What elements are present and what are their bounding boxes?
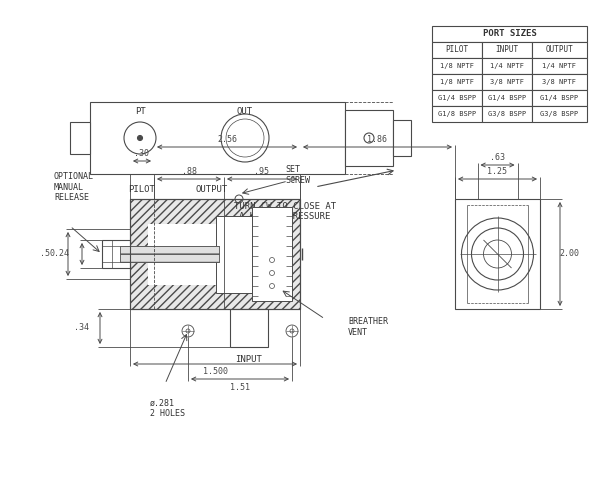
Bar: [482, 74, 532, 90]
Circle shape: [137, 135, 143, 140]
Bar: [455, 199, 540, 309]
Text: PT: PT: [134, 108, 145, 117]
Text: .88: .88: [182, 167, 197, 176]
Bar: [432, 106, 482, 122]
Text: BREATHER
VENT: BREATHER VENT: [348, 317, 388, 337]
Text: ø.281
2 HOLES: ø.281 2 HOLES: [150, 399, 185, 418]
Text: TURN CW TO CLOSE AT
A HIGHER PRESSURE: TURN CW TO CLOSE AT A HIGHER PRESSURE: [234, 202, 336, 221]
Text: PILOT: PILOT: [445, 45, 469, 54]
Bar: [130, 199, 300, 309]
Bar: [230, 309, 268, 347]
Bar: [432, 90, 482, 106]
Text: .63: .63: [490, 154, 505, 163]
Text: 1.51: 1.51: [230, 382, 250, 392]
Text: 3/8 NPTF: 3/8 NPTF: [542, 79, 577, 85]
Text: G3/8 BSPP: G3/8 BSPP: [541, 111, 578, 117]
Text: INPUT: INPUT: [496, 45, 518, 54]
Text: OUTPUT: OUTPUT: [196, 184, 228, 194]
Text: 2.56: 2.56: [217, 135, 237, 145]
Bar: [432, 42, 482, 58]
Bar: [532, 58, 587, 74]
Text: .30: .30: [134, 150, 149, 159]
Bar: [393, 120, 411, 156]
Text: G1/4 BSPP: G1/4 BSPP: [488, 95, 526, 101]
Text: G1/4 BSPP: G1/4 BSPP: [438, 95, 476, 101]
Text: PORT SIZES: PORT SIZES: [482, 30, 536, 39]
Bar: [482, 58, 532, 74]
Bar: [482, 90, 532, 106]
Text: 3/8 NPTF: 3/8 NPTF: [490, 79, 524, 85]
Bar: [432, 74, 482, 90]
Bar: [252, 207, 292, 301]
Text: G1/4 BSPP: G1/4 BSPP: [541, 95, 578, 101]
Text: INPUT: INPUT: [236, 355, 262, 364]
Bar: [432, 26, 587, 42]
Bar: [482, 106, 532, 122]
Bar: [532, 42, 587, 58]
Bar: [482, 42, 532, 58]
Text: OUTPUT: OUTPUT: [545, 45, 574, 54]
Text: 1/8 NPTF: 1/8 NPTF: [440, 63, 474, 69]
Bar: [70, 122, 90, 154]
Bar: [532, 90, 587, 106]
Text: OPTIONAL
MANUAL
RELEASE: OPTIONAL MANUAL RELEASE: [54, 172, 94, 202]
Bar: [532, 74, 587, 90]
Text: PILOT: PILOT: [128, 184, 155, 194]
Bar: [90, 102, 345, 174]
Text: .50: .50: [41, 249, 56, 258]
Text: G1/8 BSPP: G1/8 BSPP: [438, 111, 476, 117]
Text: SET
SCREW: SET SCREW: [285, 165, 310, 185]
Text: 1.500: 1.500: [203, 368, 227, 376]
Bar: [120, 246, 219, 262]
Text: .34: .34: [74, 324, 89, 332]
Bar: [216, 216, 259, 293]
Bar: [102, 240, 130, 268]
Text: .24: .24: [55, 249, 70, 258]
Bar: [345, 110, 393, 166]
Bar: [532, 106, 587, 122]
Text: 1.25: 1.25: [487, 167, 508, 176]
Text: .95: .95: [254, 167, 269, 176]
Bar: [432, 58, 482, 74]
Bar: [148, 224, 288, 285]
Text: 1/4 NPTF: 1/4 NPTF: [542, 63, 577, 69]
Text: OUT: OUT: [237, 108, 253, 117]
Text: 1/8 NPTF: 1/8 NPTF: [440, 79, 474, 85]
Text: G3/8 BSPP: G3/8 BSPP: [488, 111, 526, 117]
Bar: [120, 246, 219, 262]
Text: 1/4 NPTF: 1/4 NPTF: [490, 63, 524, 69]
Text: 1.86: 1.86: [367, 135, 388, 145]
Text: 2.00: 2.00: [559, 249, 579, 258]
